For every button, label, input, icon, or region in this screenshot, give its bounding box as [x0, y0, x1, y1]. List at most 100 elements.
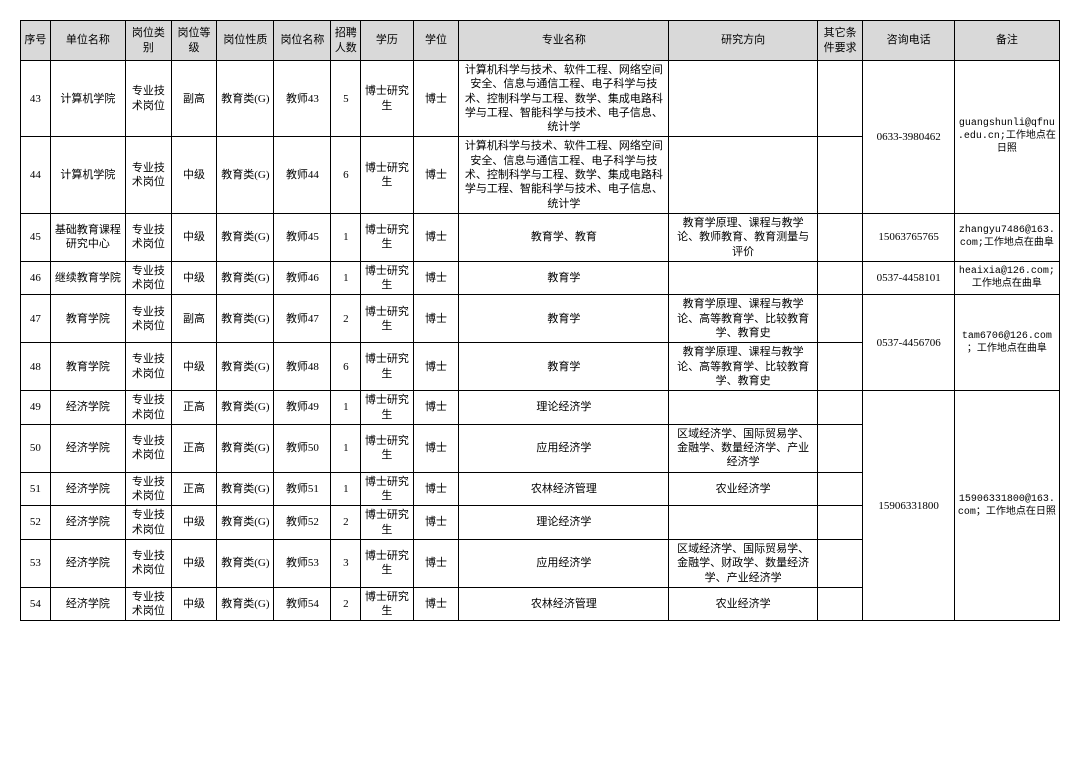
header-note: 备注	[954, 21, 1059, 61]
cell-direction	[669, 61, 817, 137]
cell-jobname: 教师46	[274, 261, 331, 295]
cell-degree: 博士	[413, 472, 459, 506]
cell-num: 1	[331, 424, 361, 472]
cell-other	[817, 587, 863, 621]
cell-level: 中级	[171, 506, 217, 540]
cell-jobname: 教师52	[274, 506, 331, 540]
header-other: 其它条件要求	[817, 21, 863, 61]
cell-nature: 教育类(G)	[217, 391, 274, 425]
cell-degree: 博士	[413, 61, 459, 137]
cell-direction: 教育学原理、课程与教学论、高等教育学、比较教育学、教育史	[669, 343, 817, 391]
cell-nature: 教育类(G)	[217, 343, 274, 391]
cell-num: 1	[331, 261, 361, 295]
cell-major: 应用经济学	[459, 424, 669, 472]
cell-edu: 博士研究生	[361, 61, 414, 137]
cell-jobname: 教师51	[274, 472, 331, 506]
cell-edu: 博士研究生	[361, 213, 414, 261]
cell-level: 正高	[171, 391, 217, 425]
cell-note: heaixia@126.com;工作地点在曲阜	[954, 261, 1059, 295]
header-major: 专业名称	[459, 21, 669, 61]
cell-phone: 0633-3980462	[863, 61, 954, 214]
cell-nature: 教育类(G)	[217, 61, 274, 137]
cell-other	[817, 391, 863, 425]
cell-degree: 博士	[413, 137, 459, 213]
cell-level: 中级	[171, 213, 217, 261]
cell-phone: 0537-4458101	[863, 261, 954, 295]
cell-seq: 48	[21, 343, 51, 391]
cell-level: 中级	[171, 261, 217, 295]
cell-note: 15906331800@163.com；工作地点在日照	[954, 391, 1059, 621]
cell-num: 1	[331, 472, 361, 506]
cell-category: 专业技术岗位	[126, 137, 172, 213]
cell-jobname: 教师53	[274, 539, 331, 587]
header-degree: 学位	[413, 21, 459, 61]
table-body: 43计算机学院专业技术岗位副高教育类(G)教师435博士研究生博士计算机科学与技…	[21, 61, 1060, 621]
cell-direction: 农业经济学	[669, 472, 817, 506]
cell-direction: 教育学原理、课程与教学论、教师教育、教育测量与评价	[669, 213, 817, 261]
cell-jobname: 教师43	[274, 61, 331, 137]
cell-other	[817, 295, 863, 343]
cell-degree: 博士	[413, 295, 459, 343]
cell-degree: 博士	[413, 213, 459, 261]
cell-major: 教育学	[459, 261, 669, 295]
cell-degree: 博士	[413, 587, 459, 621]
cell-jobname: 教师47	[274, 295, 331, 343]
cell-category: 专业技术岗位	[126, 587, 172, 621]
cell-category: 专业技术岗位	[126, 424, 172, 472]
cell-nature: 教育类(G)	[217, 472, 274, 506]
cell-other	[817, 261, 863, 295]
cell-major: 农林经济管理	[459, 587, 669, 621]
cell-other	[817, 424, 863, 472]
cell-note: guangshunli@qfnu.edu.cn;工作地点在日照	[954, 61, 1059, 214]
cell-unit: 经济学院	[50, 424, 125, 472]
cell-other	[817, 137, 863, 213]
cell-level: 中级	[171, 137, 217, 213]
cell-unit: 基础教育课程研究中心	[50, 213, 125, 261]
cell-category: 专业技术岗位	[126, 213, 172, 261]
cell-jobname: 教师45	[274, 213, 331, 261]
cell-category: 专业技术岗位	[126, 295, 172, 343]
header-category: 岗位类别	[126, 21, 172, 61]
cell-direction: 区域经济学、国际贸易学、金融学、数量经济学、产业经济学	[669, 424, 817, 472]
cell-category: 专业技术岗位	[126, 539, 172, 587]
cell-unit: 教育学院	[50, 295, 125, 343]
cell-jobname: 教师44	[274, 137, 331, 213]
cell-major: 计算机科学与技术、软件工程、网络空间安全、信息与通信工程、电子科学与技术、控制科…	[459, 137, 669, 213]
cell-level: 正高	[171, 472, 217, 506]
cell-level: 中级	[171, 539, 217, 587]
header-num: 招聘人数	[331, 21, 361, 61]
cell-edu: 博士研究生	[361, 587, 414, 621]
cell-direction: 区域经济学、国际贸易学、金融学、财政学、数量经济学、产业经济学	[669, 539, 817, 587]
recruitment-table: 序号 单位名称 岗位类别 岗位等级 岗位性质 岗位名称 招聘人数 学历 学位 专…	[20, 20, 1060, 621]
cell-unit: 经济学院	[50, 506, 125, 540]
cell-major: 理论经济学	[459, 391, 669, 425]
cell-unit: 计算机学院	[50, 61, 125, 137]
cell-edu: 博士研究生	[361, 137, 414, 213]
cell-num: 1	[331, 391, 361, 425]
cell-unit: 经济学院	[50, 587, 125, 621]
cell-category: 专业技术岗位	[126, 61, 172, 137]
cell-nature: 教育类(G)	[217, 261, 274, 295]
cell-seq: 43	[21, 61, 51, 137]
header-nature: 岗位性质	[217, 21, 274, 61]
header-edu: 学历	[361, 21, 414, 61]
cell-direction	[669, 261, 817, 295]
cell-category: 专业技术岗位	[126, 261, 172, 295]
cell-direction	[669, 137, 817, 213]
cell-level: 中级	[171, 343, 217, 391]
cell-direction: 教育学原理、课程与教学论、高等教育学、比较教育学、教育史	[669, 295, 817, 343]
cell-category: 专业技术岗位	[126, 472, 172, 506]
cell-nature: 教育类(G)	[217, 213, 274, 261]
cell-level: 中级	[171, 587, 217, 621]
cell-note: tam6706@126.com；工作地点在曲阜	[954, 295, 1059, 391]
cell-degree: 博士	[413, 261, 459, 295]
cell-direction	[669, 506, 817, 540]
cell-seq: 46	[21, 261, 51, 295]
table-row: 47教育学院专业技术岗位副高教育类(G)教师472博士研究生博士教育学教育学原理…	[21, 295, 1060, 343]
cell-category: 专业技术岗位	[126, 506, 172, 540]
cell-level: 副高	[171, 61, 217, 137]
table-row: 46继续教育学院专业技术岗位中级教育类(G)教师461博士研究生博士教育学053…	[21, 261, 1060, 295]
cell-edu: 博士研究生	[361, 295, 414, 343]
cell-num: 3	[331, 539, 361, 587]
cell-jobname: 教师49	[274, 391, 331, 425]
